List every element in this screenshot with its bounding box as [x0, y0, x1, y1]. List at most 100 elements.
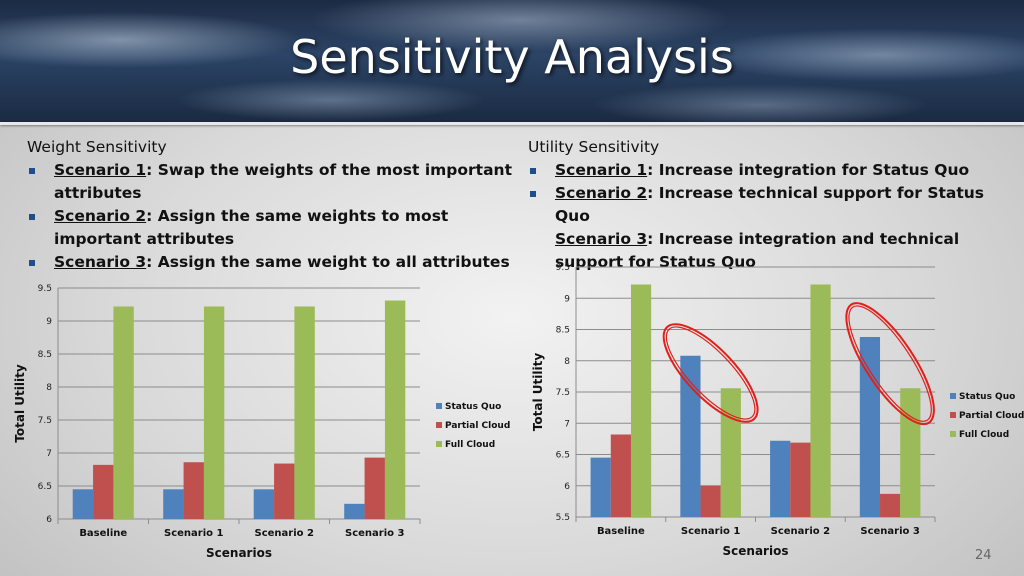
legend-swatch: [436, 422, 442, 428]
bar: [274, 463, 295, 519]
y-tick-label: 7.5: [556, 388, 570, 398]
utility-sensitivity-heading: Utility Sensitivity: [528, 138, 660, 156]
highlight-ellipse: [662, 323, 759, 423]
highlight-ellipse: [845, 302, 935, 426]
y-tick-label: 5.5: [556, 513, 570, 523]
bar: [810, 284, 831, 517]
scenario-description: : Increase integration for Status Quo: [647, 161, 970, 179]
x-axis-title: Scenarios: [723, 544, 789, 558]
bar: [384, 300, 406, 519]
highlight-ellipse: [665, 326, 756, 420]
x-tick-label: Scenario 3: [860, 526, 919, 537]
bar: [680, 355, 701, 517]
banner-divider: [0, 122, 1024, 125]
weight-sensitivity-chart: 6 6.5 7 7.5 8 8.5 9 9.5 Baseline Scenario 1 Scenar…: [13, 284, 510, 560]
scenario-label: Scenario 1: [555, 161, 648, 179]
page-number: 24: [975, 548, 992, 563]
title-banner: [0, 0, 1024, 122]
bullet-icon: [530, 191, 536, 197]
scenario-label: Scenario 3: [555, 230, 648, 248]
legend-swatch: [950, 431, 956, 437]
legend-label: Status Quo: [445, 402, 501, 412]
weight-sensitivity-text: Weight Sensitivity Scenario 1: Swap the …: [27, 136, 517, 274]
bullet-icon: [29, 260, 35, 266]
legend-swatch: [436, 403, 442, 409]
bar: [790, 442, 811, 517]
weight-sensitivity-heading: Weight Sensitivity: [27, 138, 167, 156]
x-tick-label: Baseline: [597, 526, 645, 537]
list-item: Scenario 1: Increase integration for Sta…: [528, 159, 1008, 182]
legend-swatch: [436, 441, 442, 447]
scenario-label: Scenario 1: [54, 161, 147, 179]
scenario-description: : Assign the same weights to most import…: [54, 207, 449, 248]
legend-label: Partial Cloud: [959, 411, 1024, 421]
y-tick-label: 9.5: [556, 263, 570, 273]
bar: [113, 306, 134, 519]
legend-label: Full Cloud: [959, 430, 1009, 440]
utility-sensitivity-list: Scenario 1: Increase integration for Sta…: [528, 159, 1008, 274]
bar: [590, 457, 611, 517]
y-tick-label: 8: [564, 357, 570, 367]
scenario-description: : Swap the weights of the most important…: [54, 161, 512, 202]
y-tick-label: 7: [564, 419, 570, 429]
bar: [364, 457, 385, 519]
y-tick-label: 8.5: [38, 350, 52, 360]
bullet-icon: [29, 168, 35, 174]
x-tick-label: Scenario 3: [345, 528, 404, 539]
y-axis-title: Total Utility: [531, 353, 545, 432]
bar: [770, 440, 791, 517]
list-item: Scenario 2: Assign the same weights to m…: [27, 205, 517, 251]
x-tick-label: Scenario 1: [681, 526, 740, 537]
y-tick-label: 6.5: [38, 482, 52, 492]
bar: [880, 493, 901, 517]
bar: [344, 503, 365, 519]
bar: [900, 388, 921, 517]
scenario-label: Scenario 2: [555, 184, 648, 202]
utility-sensitivity-text: Utility Sensitivity Scenario 1: Increase…: [528, 136, 1008, 274]
x-tick-label: Scenario 2: [771, 526, 830, 537]
scenario-label: Scenario 2: [54, 207, 147, 225]
y-axis-title: Total Utility: [13, 364, 27, 443]
y-tick-label: 8.5: [556, 326, 570, 336]
x-tick-label: Scenario 2: [255, 528, 314, 539]
legend-swatch: [950, 393, 956, 399]
bar: [163, 489, 184, 519]
legend-swatch: [950, 412, 956, 418]
utility-sensitivity-chart: 5.5 6 6.5 7 7.5 8 8.5 9 9.5 Baseline Scenario 1 Sce…: [531, 263, 1024, 558]
bar: [294, 306, 315, 519]
scenario-label: Scenario 3: [54, 253, 147, 271]
y-tick-label: 7: [46, 449, 52, 459]
legend-label: Full Cloud: [445, 440, 495, 450]
y-tick-label: 8: [46, 383, 52, 393]
scenario-description: : Increase technical support for Status …: [555, 184, 985, 225]
bar: [720, 388, 741, 517]
bar: [630, 284, 652, 517]
weight-sensitivity-list: Scenario 1: Swap the weights of the most…: [27, 159, 517, 274]
legend-label: Partial Cloud: [445, 421, 510, 431]
slide-title: Sensitivity Analysis: [290, 30, 734, 84]
y-tick-label: 9: [564, 294, 570, 304]
y-tick-label: 6: [46, 515, 52, 525]
bar: [700, 485, 721, 517]
legend-label: Status Quo: [959, 392, 1015, 402]
x-tick-label: Baseline: [79, 528, 127, 539]
list-item: Scenario 3: Assign the same weight to al…: [27, 251, 517, 274]
bar: [610, 434, 631, 517]
y-tick-label: 7.5: [38, 416, 52, 426]
list-item: Scenario 2: Increase technical support f…: [528, 182, 1008, 228]
bar: [859, 337, 881, 517]
y-tick-label: 9.5: [38, 284, 52, 294]
bullet-icon: [530, 168, 536, 174]
y-tick-label: 6.5: [556, 451, 570, 461]
highlight-ellipse: [848, 305, 932, 422]
list-item: Scenario 1: Swap the weights of the most…: [27, 159, 517, 205]
x-tick-label: Scenario 1: [164, 528, 223, 539]
y-tick-label: 6: [564, 482, 570, 492]
y-tick-label: 9: [46, 317, 52, 327]
bar: [253, 489, 275, 519]
x-axis-title: Scenarios: [206, 546, 272, 560]
bar: [203, 306, 225, 519]
bar: [183, 462, 204, 519]
scenario-description: : Assign the same weight to all attribut…: [146, 253, 510, 271]
bullet-icon: [29, 214, 35, 220]
